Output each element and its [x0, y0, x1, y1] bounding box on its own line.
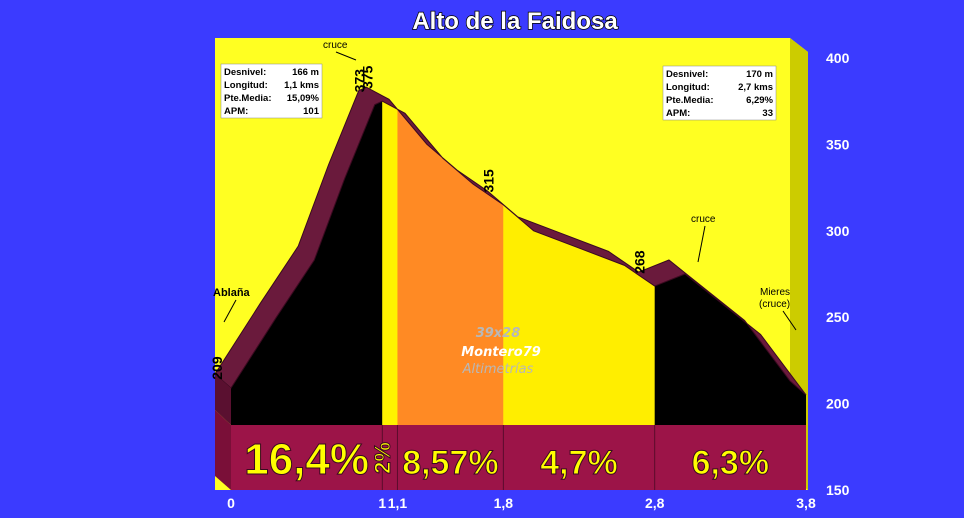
- x-tick-label-0: 0: [227, 495, 235, 511]
- x-tick-label-3: 1,8: [494, 495, 514, 511]
- stats-left-label-2: Pte.Media:: [224, 93, 272, 104]
- stats-right-value-0: 170 m: [746, 69, 773, 80]
- profile-left-face: [215, 374, 231, 425]
- y-tick-label-4: 200: [826, 396, 850, 412]
- stats-right-label-3: APM:: [666, 108, 690, 119]
- grade-band-side: [215, 410, 231, 490]
- place-label-2: cruce: [691, 214, 716, 225]
- stats-right-label-0: Desnivel:: [666, 69, 708, 80]
- elevation-label-3: 315: [480, 169, 496, 193]
- grade-band: [231, 425, 806, 490]
- elevation-label-4: 268: [632, 250, 648, 274]
- place-label-3: Mieres: [760, 287, 790, 298]
- stats-right-value-1: 2,7 kms: [738, 82, 773, 93]
- profile-segment-3: [503, 204, 655, 425]
- stats-left-label-1: Longitud:: [224, 80, 268, 91]
- leader-3: [782, 310, 797, 331]
- x-tick-label-2: 1,1: [388, 495, 408, 511]
- stats-left-value-3: 101: [303, 106, 320, 117]
- stats-left-box: [220, 63, 323, 119]
- panel-side: [790, 38, 808, 490]
- grade-label-3: 4,7%: [540, 444, 618, 482]
- leader-2: [697, 225, 706, 263]
- profile-segment-1: [382, 101, 398, 425]
- x-tick-label-4: 2,8: [645, 495, 665, 511]
- leader-0: [223, 299, 237, 323]
- grade-label-4: 6,3%: [692, 444, 770, 482]
- stats-left-value-0: 166 m: [292, 67, 319, 78]
- watermark-line-0: 39x28: [476, 326, 521, 341]
- leader-1: [335, 51, 357, 61]
- grade-label-1: 2%: [370, 442, 395, 474]
- stats-right-value-2: 6,29%: [746, 95, 773, 106]
- stats-left-label-3: APM:: [224, 106, 248, 117]
- y-tick-label-5: 150: [826, 482, 850, 498]
- stats-left-value-1: 1,1 kms: [284, 80, 319, 91]
- stats-right-label-1: Longitud:: [666, 82, 710, 93]
- profile-segment-4: [654, 274, 806, 425]
- x-tick-label-5: 3,8: [796, 495, 816, 511]
- place-label-1: cruce: [323, 40, 348, 51]
- y-tick-label-2: 300: [826, 223, 850, 239]
- profile-ridge: [214, 86, 807, 396]
- place-label-4: (cruce): [759, 299, 790, 310]
- place-label-0: Ablaña: [213, 287, 251, 299]
- elevation-label-2: 375: [359, 65, 375, 89]
- grade-label-2: 8,57%: [402, 444, 498, 482]
- stats-right-box: [662, 65, 777, 121]
- y-tick-label-3: 250: [826, 309, 850, 325]
- stats-right-label-2: Pte.Media:: [666, 95, 714, 106]
- watermark-line-1: Montero79: [461, 345, 541, 360]
- stats-right-value-3: 33: [762, 108, 773, 119]
- grade-label-0: 16,4%: [244, 435, 369, 484]
- y-tick-label-1: 350: [826, 136, 850, 152]
- elevation-label-1: 373: [352, 69, 368, 93]
- elevation-label-0: 209: [209, 356, 225, 380]
- profile-segment-2: [397, 109, 504, 425]
- chart-title: Alto de la Faidosa: [412, 8, 618, 35]
- watermark-line-2: Altimetrías: [462, 362, 534, 377]
- x-tick-label-1: 1: [378, 495, 386, 511]
- stats-left-label-0: Desnivel:: [224, 67, 266, 78]
- y-tick-label-0: 400: [826, 50, 850, 66]
- elevation-label-5: 205: [787, 393, 803, 417]
- profile-segment-0: [231, 101, 383, 425]
- stats-left-value-2: 15,09%: [287, 93, 320, 104]
